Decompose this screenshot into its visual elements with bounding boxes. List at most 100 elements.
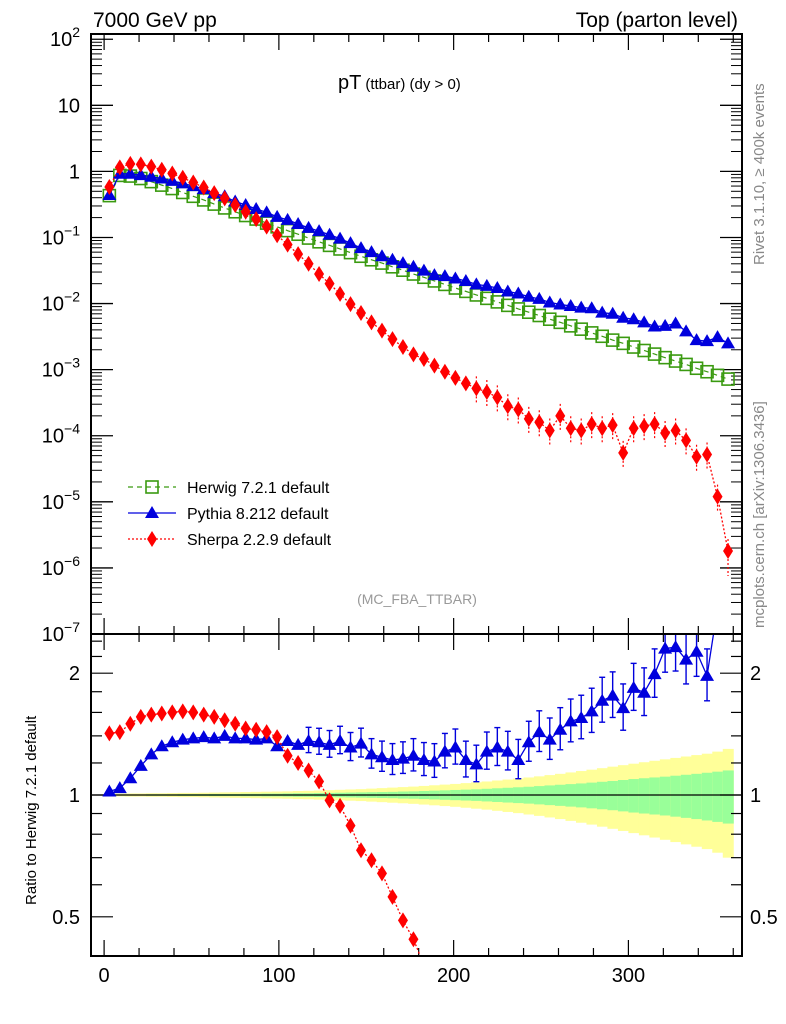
ratio-frame <box>90 633 743 957</box>
data-point <box>691 448 702 465</box>
ratio-point <box>240 720 251 737</box>
data-point <box>314 266 325 283</box>
ratio-point <box>408 931 419 948</box>
data-point <box>104 179 115 196</box>
band-inner-bin <box>659 776 671 816</box>
data-point <box>647 319 662 332</box>
ratio-point <box>301 733 316 746</box>
data-point <box>658 350 672 365</box>
y-tick-label: 10−2 <box>42 289 80 316</box>
ratio-point <box>282 747 293 764</box>
data-point <box>458 273 473 286</box>
band-inner-bin <box>722 770 734 824</box>
ratio-point <box>605 688 620 701</box>
data-point <box>312 224 327 237</box>
data-point <box>586 416 597 433</box>
ratio-point <box>700 668 715 681</box>
ratio-point <box>167 704 178 721</box>
data-point <box>450 369 461 386</box>
ratio-point <box>647 667 662 680</box>
data-point <box>322 227 337 240</box>
data-point <box>689 361 704 376</box>
data-point <box>542 295 557 308</box>
data-point <box>293 246 304 263</box>
y-tick-base: 10 <box>50 29 72 51</box>
ratio-point <box>114 724 125 741</box>
ratio-point <box>427 754 442 767</box>
y-tick-base: 10 <box>42 492 64 514</box>
data-point <box>523 410 534 427</box>
data-point <box>303 255 314 272</box>
data-point <box>374 249 389 262</box>
y-tick-exponent: −7 <box>64 619 80 635</box>
data-point <box>616 310 631 323</box>
ratio-point <box>165 735 180 748</box>
ratio-point <box>175 732 190 745</box>
data-point <box>553 297 568 310</box>
ratio-point <box>238 731 253 744</box>
ratio-point <box>324 792 335 809</box>
data-point <box>156 161 167 178</box>
band-inner-bin <box>649 777 661 815</box>
data-point <box>595 329 609 344</box>
data-point <box>416 263 431 276</box>
data-point <box>565 420 576 437</box>
y-tick-exponent: −5 <box>64 487 80 503</box>
ratio-point <box>406 748 421 761</box>
ratio-point <box>303 762 314 779</box>
data-point <box>584 301 599 314</box>
legend-marker <box>145 506 159 518</box>
y-tick-label: 10 <box>58 95 80 117</box>
y-tick-exponent: 2 <box>72 24 80 40</box>
ratio-point <box>532 725 547 738</box>
plot-title-sub: (ttbar) (dy > 0) <box>365 76 460 93</box>
ratio-point <box>125 715 136 732</box>
ratio-point <box>354 736 369 749</box>
data-point <box>261 218 272 235</box>
data-point <box>626 312 641 325</box>
data-point <box>270 209 285 222</box>
ratio-y-tick-labels: 2 2 1 1 0.5 0.5 <box>52 663 778 929</box>
plot-title: pT (ttbar) (dy > 0) <box>338 72 461 94</box>
ratio-point <box>209 708 220 725</box>
data-point <box>721 372 735 386</box>
ratio-point <box>374 750 389 763</box>
data-point <box>649 416 660 433</box>
y-tick-base: 10 <box>42 558 64 580</box>
rivet-version-label: Rivet 3.1.10, ≥ 400k events <box>751 83 768 265</box>
data-point <box>490 281 505 294</box>
y-tick-base: 10 <box>42 360 64 382</box>
data-point <box>700 364 714 379</box>
ratio-point <box>135 708 146 725</box>
ratio-point <box>366 852 377 869</box>
data-point <box>240 203 251 220</box>
data-point <box>135 156 146 173</box>
data-point <box>710 330 725 343</box>
data-point <box>385 252 400 265</box>
data-point <box>668 316 683 329</box>
ratio-point <box>312 735 327 748</box>
y-tick-exponent: −6 <box>64 553 80 569</box>
data-point <box>259 205 274 218</box>
data-point <box>345 296 356 313</box>
data-point <box>574 322 589 336</box>
data-point <box>406 259 421 272</box>
ratio-point <box>133 758 148 771</box>
data-point <box>272 227 283 244</box>
y-tick-exponent: −4 <box>64 421 80 437</box>
data-point <box>605 333 620 347</box>
data-point <box>125 155 136 172</box>
band-inner-bin <box>607 780 619 811</box>
data-point <box>555 407 566 424</box>
ratio-point <box>521 735 536 748</box>
band-inner-bin <box>638 778 650 814</box>
ratio-point <box>112 781 127 794</box>
ratio-point <box>228 731 243 744</box>
legend-label: Herwig 7.2.1 default <box>187 480 330 497</box>
ratio-point <box>217 728 232 741</box>
y-tick-label: 10−6 <box>42 553 80 580</box>
main-axis-ticks <box>91 34 742 635</box>
ratio-point <box>469 757 484 770</box>
ratio-axis-ticks <box>91 634 742 957</box>
